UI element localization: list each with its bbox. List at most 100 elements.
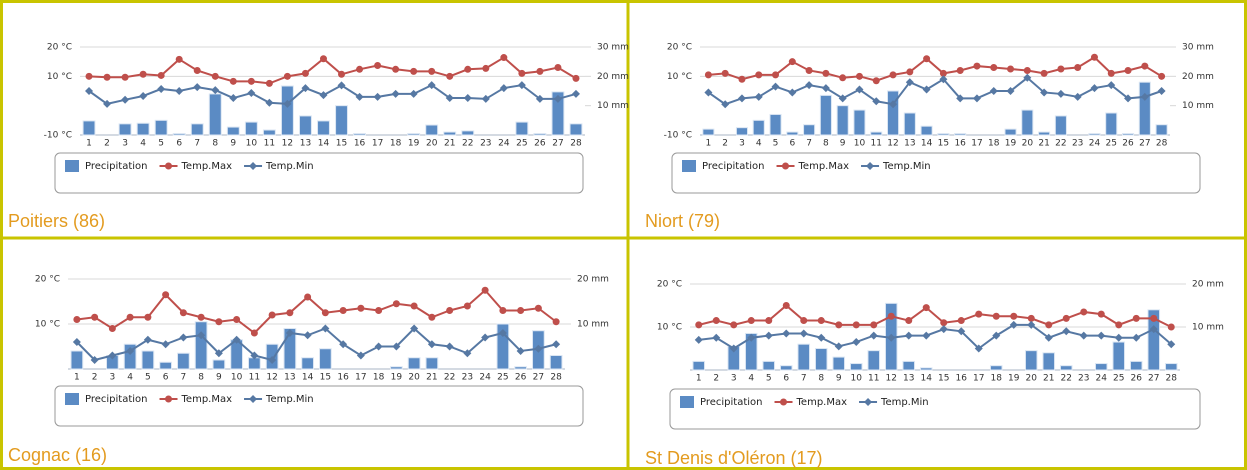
x-tick-label: 28 [1166, 374, 1178, 384]
marker [1023, 66, 1031, 74]
legend-swatch [249, 395, 258, 403]
legend-label: Temp.Max [796, 397, 848, 408]
bar [819, 94, 832, 136]
bar [1024, 350, 1038, 371]
x-tick-label: 19 [1005, 139, 1017, 149]
y2-tick-label: 30 mm [1182, 43, 1214, 53]
bar [786, 131, 799, 136]
marker [247, 77, 255, 85]
line [708, 56, 1163, 82]
x-tick-label: 22 [1061, 374, 1072, 384]
bar [1155, 124, 1168, 136]
marker [446, 72, 454, 80]
caption: Poitiers (86) [8, 211, 105, 231]
marker [553, 94, 562, 103]
marker [957, 317, 965, 325]
bar [937, 133, 950, 136]
x-tick-label: 5 [145, 373, 151, 383]
marker [817, 333, 826, 342]
x-tick-label: 4 [127, 373, 133, 383]
marker [800, 317, 808, 325]
marker [233, 316, 241, 323]
x-tick-label: 23 [1078, 374, 1089, 384]
marker [428, 313, 436, 321]
marker [887, 312, 895, 320]
marker [771, 82, 780, 91]
marker [247, 89, 256, 98]
bar [919, 367, 933, 371]
x-tick-label: 21 [1038, 139, 1049, 149]
marker [356, 65, 364, 73]
y2-tick-label: 10 mm [597, 101, 629, 111]
marker [990, 64, 998, 72]
x-tick-label: 7 [194, 139, 200, 149]
marker [957, 327, 966, 336]
x-tick-label: 3 [110, 373, 116, 383]
bar [141, 350, 155, 370]
marker [782, 329, 791, 338]
marker [143, 335, 152, 344]
marker [1132, 314, 1140, 322]
bar [280, 85, 294, 136]
marker [517, 307, 525, 314]
marker [975, 310, 983, 318]
bar [1164, 363, 1178, 371]
bar [1105, 112, 1118, 136]
x-tick-label: 5 [773, 139, 779, 149]
marker [464, 65, 472, 73]
marker [72, 338, 81, 346]
x-tick-label: 23 [1072, 139, 1083, 149]
marker [321, 324, 330, 333]
marker [872, 77, 880, 85]
bar [867, 350, 881, 371]
marker [1090, 84, 1099, 93]
y2-tick-label: 20 mm [577, 275, 609, 285]
marker [139, 70, 147, 78]
bar [533, 133, 547, 136]
marker [939, 69, 947, 77]
marker [1132, 333, 1141, 342]
marker [839, 74, 847, 82]
x-tick-label: 15 [336, 139, 347, 149]
marker [730, 321, 738, 329]
x-tick-label: 11 [249, 373, 260, 383]
x-tick-label: 25 [497, 373, 508, 383]
x-tick-label: 14 [302, 373, 314, 383]
x-tick-label: 12 [282, 139, 293, 149]
marker [91, 313, 99, 321]
marker [738, 75, 746, 83]
bar [1054, 115, 1067, 136]
bar [335, 105, 348, 136]
marker [265, 98, 274, 107]
bar [425, 124, 439, 136]
bar [752, 119, 765, 136]
y-tick-label: 20 °C [657, 280, 682, 290]
marker [1040, 88, 1049, 97]
marker [319, 91, 328, 100]
x-tick-label: 6 [176, 139, 182, 149]
marker [922, 85, 931, 94]
marker [887, 333, 896, 342]
x-tick-label: 16 [354, 139, 366, 149]
x-tick-label: 11 [871, 139, 882, 149]
bar [136, 122, 150, 136]
marker [1009, 320, 1018, 329]
marker [337, 81, 346, 90]
x-tick-label: 18 [991, 374, 1003, 384]
marker [229, 94, 238, 103]
x-tick-label: 23 [462, 373, 473, 383]
y2-tick-label: 30 mm [597, 43, 629, 53]
bar [317, 120, 330, 136]
x-tick-label: 13 [904, 139, 915, 149]
bar [769, 113, 782, 136]
line [707, 76, 1162, 106]
marker [268, 356, 277, 364]
x-tick-label: 28 [550, 373, 562, 383]
bar [762, 360, 776, 371]
marker [1097, 331, 1106, 340]
marker [712, 317, 720, 325]
marker [268, 311, 276, 319]
marker [518, 69, 526, 77]
bar [803, 124, 816, 136]
marker [161, 340, 170, 349]
